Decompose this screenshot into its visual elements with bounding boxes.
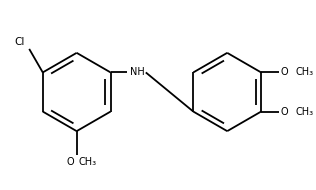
Text: CH₃: CH₃ (78, 157, 96, 167)
Text: O: O (281, 67, 288, 77)
Text: Cl: Cl (14, 36, 25, 47)
Text: O: O (67, 157, 74, 167)
Text: CH₃: CH₃ (296, 107, 314, 116)
Text: CH₃: CH₃ (296, 67, 314, 77)
Text: O: O (281, 107, 288, 116)
Text: NH: NH (130, 67, 144, 77)
